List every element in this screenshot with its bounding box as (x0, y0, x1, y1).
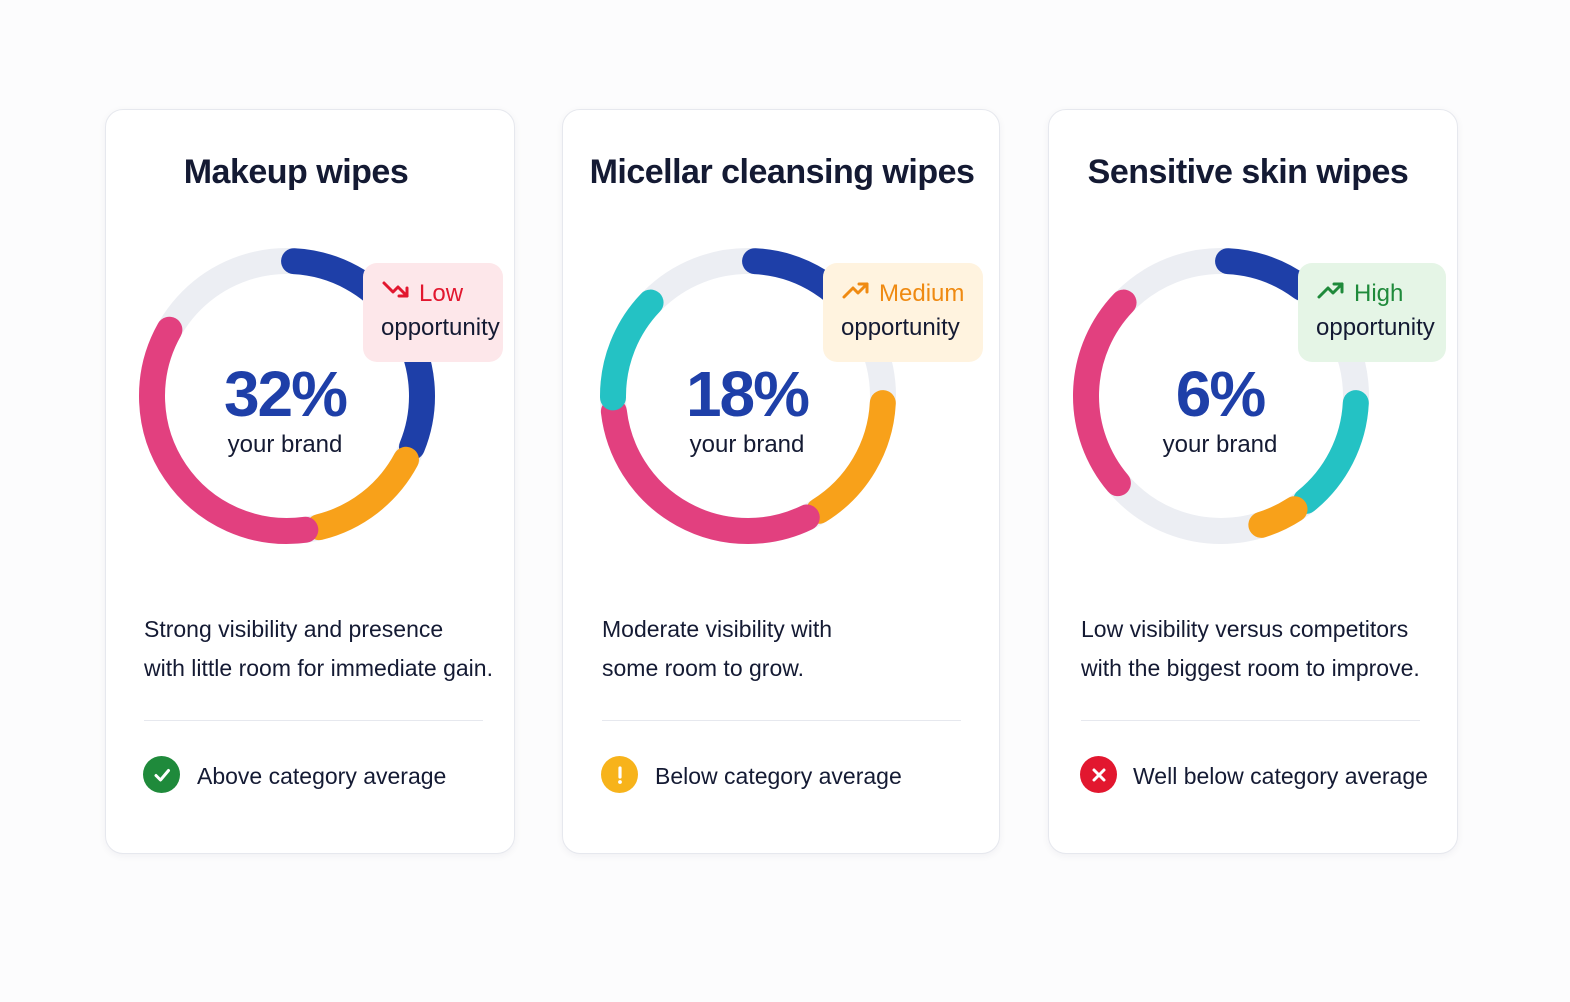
description-line: Strong visibility and presence (144, 616, 444, 642)
status-text: Above category average (197, 763, 447, 789)
opportunity-badge: Low opportunity (363, 263, 503, 362)
opportunity-label: opportunity (1316, 314, 1435, 341)
status-text: Below category average (655, 763, 902, 789)
brand-share-label: your brand (689, 431, 805, 458)
donut-slice (1248, 496, 1308, 538)
description-line: Moderate visibility with (602, 616, 833, 642)
description-line: with the biggest room to improve. (1081, 655, 1420, 681)
donut-slice (1073, 289, 1137, 497)
opportunity-level: High (1354, 280, 1404, 307)
divider (144, 720, 483, 721)
exclamation-circle-icon (601, 756, 638, 793)
donut-slice (806, 390, 896, 524)
trending-up-icon (841, 277, 871, 311)
opportunity-level: Low (419, 280, 464, 307)
opportunity-badge: High opportunity (1298, 263, 1446, 362)
card-description: Low visibility versus competitors with t… (1081, 610, 1441, 688)
brand-share-value: 18% (685, 358, 810, 430)
donut-slice (1215, 248, 1315, 301)
divider (1081, 720, 1420, 721)
status-text: Well below category average (1133, 763, 1428, 789)
donut-chart (1073, 248, 1369, 544)
divider (602, 720, 961, 721)
opportunity-label: opportunity (381, 314, 500, 341)
card-title: Makeup wipes (183, 153, 409, 191)
card-title: Sensitive skin wipes (1087, 153, 1409, 191)
description-line: Low visibility versus competitors (1081, 616, 1409, 642)
description-line: with little room for immediate gain. (144, 655, 493, 681)
brand-share-value: 6% (1175, 358, 1267, 430)
card-description: Moderate visibility with some room to gr… (602, 610, 962, 688)
donut-chart (600, 248, 896, 544)
brand-share-label: your brand (227, 431, 343, 458)
opportunity-level: Medium (879, 280, 965, 307)
opportunity-badge: Medium opportunity (823, 263, 983, 362)
card-description: Strong visibility and presence with litt… (144, 610, 504, 688)
check-circle-icon (143, 756, 180, 793)
description-line: some room to grow. (602, 655, 804, 681)
opportunity-label: opportunity (841, 314, 960, 341)
trending-up-icon (1316, 277, 1346, 311)
donut-slice (306, 446, 419, 541)
x-circle-icon (1080, 756, 1117, 793)
brand-share-value: 32% (223, 358, 348, 430)
donut-slice (1292, 390, 1369, 514)
donut-slice (139, 316, 319, 544)
donut-slice (600, 289, 664, 411)
donut-slice (600, 398, 820, 544)
card-title: Micellar cleansing wipes (589, 153, 975, 191)
trending-down-icon (381, 277, 411, 311)
brand-share-label: your brand (1162, 431, 1278, 458)
